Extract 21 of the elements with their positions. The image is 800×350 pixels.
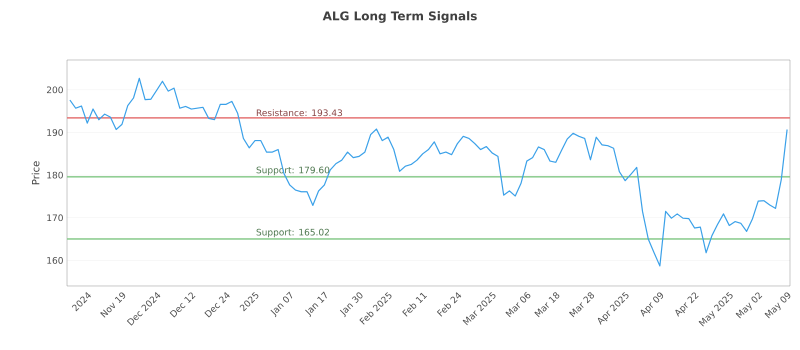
x-tick-label: Apr 09 [640,292,664,317]
chart-title: ALG Long Term Signals [322,11,477,23]
ref-line-label: Support: 165.02 [256,228,329,238]
x-tick-label: Feb 11 [402,292,427,317]
y-tick-label: 170 [47,214,63,222]
x-tick-label: Jan 07 [270,292,292,318]
x-tick-label: Jan 30 [340,292,362,318]
x-tick-label: Mar 28 [569,292,594,318]
x-tick-label: Dec 12 [170,292,196,318]
y-tick-label: 180 [47,172,63,179]
y-tick-label: 200 [46,86,63,94]
x-tick-label: Jan 17 [305,292,327,318]
x-tick-label: Nov 19 [100,292,126,318]
x-tick-label: Feb 24 [436,292,462,317]
y-tick-label: 160 [47,257,63,264]
x-tick-label: Apr 22 [675,292,699,317]
y-tick-label: 190 [47,129,63,136]
ref-line-label: Resistance: 193.43 [256,109,342,116]
line-series [69,78,788,267]
x-tick-label: Dec 24 [204,292,230,318]
y-axis-title: Price [32,161,40,184]
